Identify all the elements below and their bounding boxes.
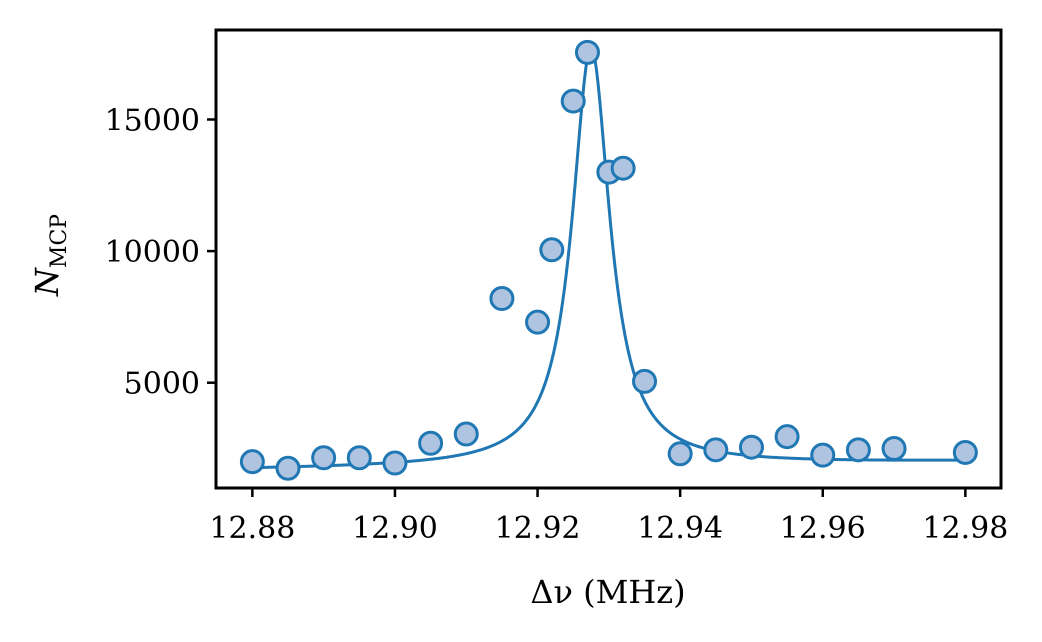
y-axis-label-sub: MCP bbox=[47, 214, 72, 268]
data-point bbox=[703, 437, 729, 463]
data-point bbox=[610, 155, 636, 181]
y-axis-label-main: N bbox=[28, 267, 66, 297]
data-point bbox=[489, 285, 515, 311]
points-layer bbox=[239, 39, 978, 481]
data-point bbox=[525, 309, 551, 335]
y-tick-label: 15000 bbox=[105, 103, 200, 138]
x-tick-label: 12.96 bbox=[780, 511, 866, 546]
x-axis-label: Δν (MHz) bbox=[530, 573, 685, 611]
data-point bbox=[560, 88, 586, 114]
fit-layer bbox=[252, 44, 966, 470]
x-tick-label: 12.88 bbox=[209, 511, 295, 546]
data-point bbox=[738, 434, 764, 460]
x-tick-label: 12.98 bbox=[922, 511, 1008, 546]
x-tick-label: 12.94 bbox=[637, 511, 723, 546]
x-axis: 12.88 12.90 12.92 12.94 12.96 12.98 bbox=[209, 488, 1008, 546]
data-point bbox=[632, 368, 658, 394]
x-tick-label: 12.90 bbox=[352, 511, 438, 546]
data-point bbox=[845, 437, 871, 463]
data-point bbox=[810, 442, 836, 468]
data-point bbox=[346, 445, 372, 471]
plot-frame bbox=[214, 28, 1003, 490]
data-point bbox=[239, 449, 265, 475]
y-axis-label: NMCP bbox=[28, 214, 72, 297]
x-tick-label: 12.92 bbox=[495, 511, 581, 546]
data-point bbox=[275, 455, 301, 481]
fit-curve bbox=[252, 44, 966, 470]
data-point bbox=[774, 424, 800, 450]
y-tick-label: 10000 bbox=[105, 235, 200, 270]
data-point bbox=[574, 39, 600, 65]
y-tick-label: 5000 bbox=[124, 367, 200, 402]
data-point bbox=[382, 450, 408, 476]
data-point bbox=[539, 237, 565, 263]
data-point bbox=[667, 441, 693, 467]
data-point bbox=[311, 445, 337, 471]
data-point bbox=[418, 430, 444, 456]
y-axis: 5000 10000 15000 bbox=[105, 103, 216, 402]
data-point bbox=[453, 421, 479, 447]
data-point bbox=[881, 436, 907, 462]
data-point bbox=[952, 439, 978, 465]
